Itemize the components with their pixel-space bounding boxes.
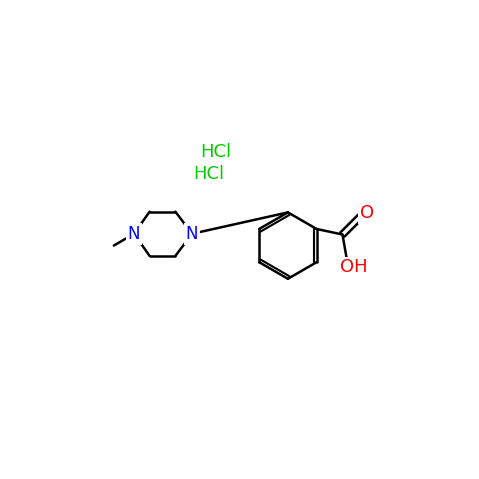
- Text: N: N: [128, 225, 140, 243]
- Text: HCl: HCl: [193, 165, 224, 182]
- Text: HCl: HCl: [200, 143, 231, 160]
- Text: OH: OH: [341, 258, 368, 276]
- Text: N: N: [186, 225, 198, 243]
- Text: O: O: [360, 204, 374, 222]
